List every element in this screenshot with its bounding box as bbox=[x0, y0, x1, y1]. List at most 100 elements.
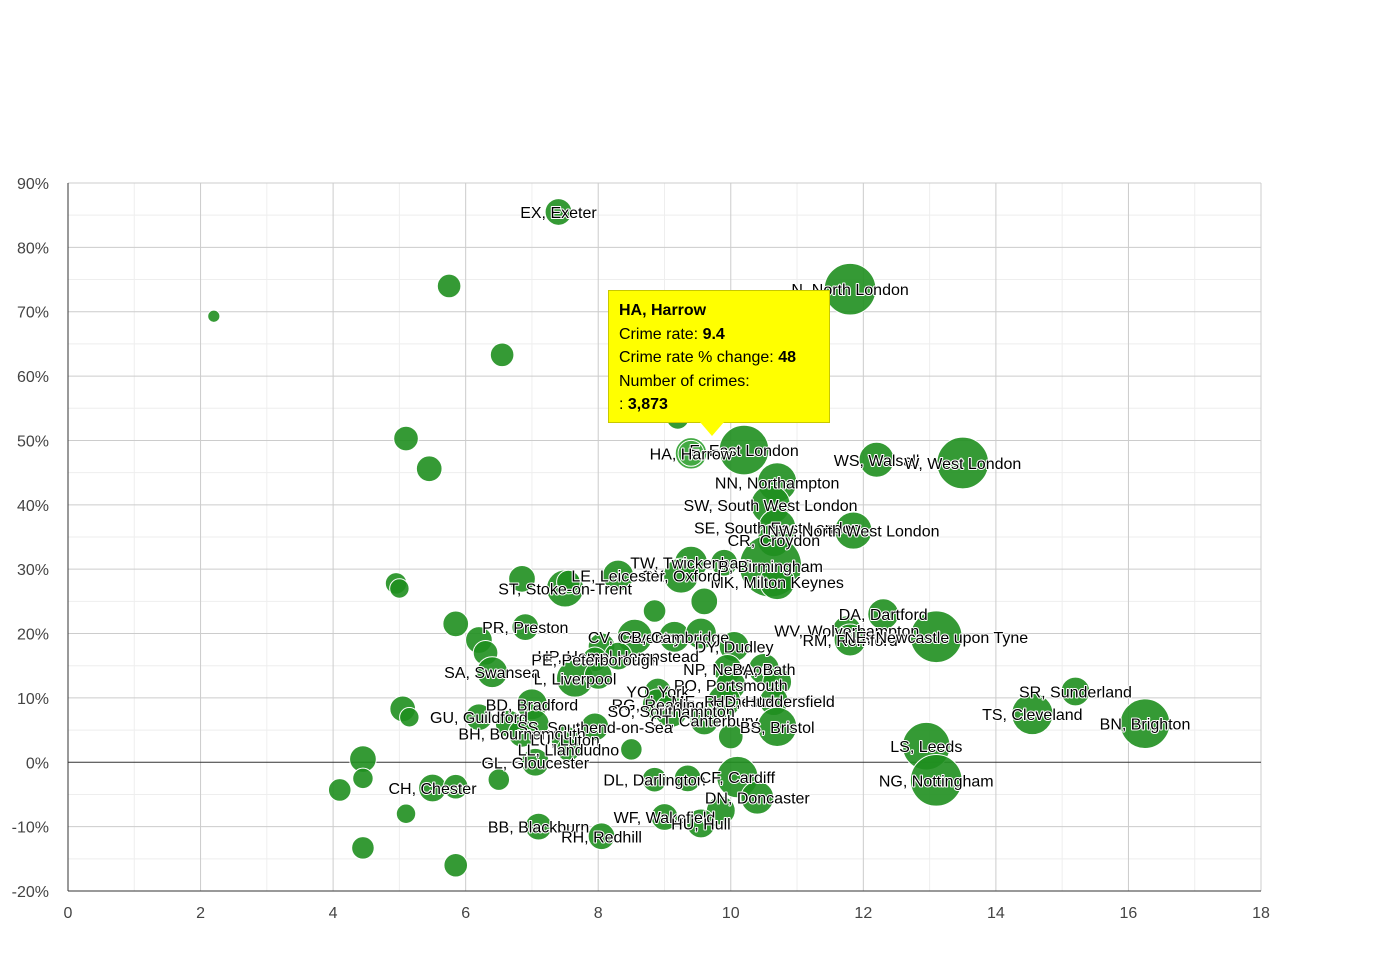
bubble[interactable] bbox=[663, 557, 700, 594]
bubble-label: NG, Nottingham bbox=[879, 773, 994, 790]
bubble[interactable] bbox=[602, 559, 635, 592]
bubble[interactable] bbox=[587, 822, 616, 851]
bubble[interactable] bbox=[823, 262, 877, 316]
bubble[interactable] bbox=[759, 564, 796, 601]
bubble-label: BN, Brighton bbox=[1100, 717, 1191, 734]
tooltip-rate-label: Crime rate: bbox=[619, 325, 703, 343]
bubble[interactable] bbox=[718, 424, 770, 476]
bubble[interactable] bbox=[443, 852, 469, 878]
bubble[interactable] bbox=[642, 599, 667, 623]
bubble[interactable] bbox=[641, 766, 668, 793]
bubble[interactable] bbox=[524, 812, 553, 841]
bubble[interactable] bbox=[465, 703, 493, 732]
tooltip-title: HA, Harrow bbox=[619, 302, 707, 319]
bubble[interactable] bbox=[685, 617, 717, 650]
bubble[interactable] bbox=[1060, 676, 1091, 707]
bubble[interactable] bbox=[544, 198, 573, 226]
bubble[interactable] bbox=[936, 436, 990, 490]
bubble[interactable] bbox=[207, 309, 221, 323]
tooltip-count-label: Number of crimes: bbox=[619, 372, 750, 390]
bubble[interactable] bbox=[442, 773, 469, 800]
bubble[interactable] bbox=[395, 803, 417, 824]
bubble-label: WS, Walsall bbox=[834, 453, 920, 470]
bubble[interactable] bbox=[476, 656, 509, 689]
bubble[interactable] bbox=[909, 610, 963, 664]
x-axis-ticks: 0 2 4 6 8 10 12 14 16 18 bbox=[64, 905, 1270, 922]
bubble[interactable] bbox=[710, 548, 739, 577]
bubble[interactable] bbox=[834, 511, 873, 550]
bubble[interactable] bbox=[689, 705, 720, 736]
y-tick-label: 90% bbox=[17, 176, 49, 193]
bubble[interactable] bbox=[327, 778, 352, 802]
bubble[interactable] bbox=[556, 737, 581, 762]
tooltip-change-label: Crime rate % change: bbox=[619, 349, 779, 366]
y-tick-label: 50% bbox=[17, 433, 49, 450]
bubble-label: BS, Bristol bbox=[740, 720, 815, 737]
bubble[interactable] bbox=[1011, 692, 1054, 736]
bubble[interactable] bbox=[654, 693, 689, 728]
bubble[interactable] bbox=[833, 623, 867, 657]
bubble[interactable] bbox=[583, 661, 613, 690]
bubble-label: LU, Luton bbox=[530, 733, 599, 750]
y-tick-label: 30% bbox=[17, 562, 49, 579]
bubble[interactable] bbox=[740, 780, 775, 815]
bubble[interactable] bbox=[620, 738, 643, 761]
tooltip-rate-value: 9.4 bbox=[702, 325, 725, 343]
bubble[interactable] bbox=[393, 425, 419, 452]
bubble[interactable] bbox=[650, 803, 679, 831]
bubble-label: CB, Cambridge bbox=[620, 630, 729, 647]
bubble[interactable] bbox=[351, 836, 375, 860]
bubble[interactable] bbox=[858, 441, 895, 478]
bubble-label: CR, Croydon bbox=[728, 533, 820, 550]
bubble[interactable] bbox=[757, 706, 798, 747]
y-tick-label: 60% bbox=[17, 369, 49, 386]
x-tick-label: 8 bbox=[594, 905, 603, 922]
bubble[interactable] bbox=[442, 610, 470, 638]
bubble[interactable] bbox=[436, 273, 462, 299]
bubble[interactable] bbox=[673, 764, 702, 793]
bubble[interactable] bbox=[580, 712, 610, 742]
bubble[interactable] bbox=[717, 723, 744, 750]
x-tick-label: 6 bbox=[461, 905, 470, 922]
bubble-label: SO, Southampton bbox=[608, 704, 735, 721]
bubble[interactable] bbox=[690, 587, 719, 616]
y-tick-label: 80% bbox=[17, 240, 49, 257]
bubble-label: DL, Darlington bbox=[603, 773, 705, 790]
bubble-label: NN, Northampton bbox=[715, 475, 840, 492]
bubble[interactable] bbox=[489, 342, 515, 368]
bubble[interactable] bbox=[399, 706, 420, 728]
bubble[interactable] bbox=[674, 436, 708, 471]
bubble[interactable] bbox=[415, 455, 443, 483]
bubble[interactable] bbox=[867, 598, 900, 631]
bubble-label: DY, Dudley bbox=[695, 639, 774, 656]
bubble-label: TS, Cleveland bbox=[982, 707, 1083, 724]
axes bbox=[67, 183, 1261, 892]
bubble-label: L, Liverpool bbox=[534, 672, 617, 689]
bubble-label: HU, Hull bbox=[671, 816, 731, 833]
bubble[interactable] bbox=[556, 569, 581, 595]
bubble-label: SE, South East London bbox=[694, 520, 860, 537]
bubble-label: SA, Swansea bbox=[444, 665, 540, 682]
bubble-label: TW, Twickenham bbox=[630, 556, 752, 573]
bubble-label: GU, Guildford bbox=[430, 710, 528, 727]
bubble[interactable] bbox=[909, 753, 963, 807]
x-tick-label: 12 bbox=[854, 905, 872, 922]
bubble[interactable] bbox=[508, 564, 536, 593]
bubble-label: WF, Wakefield bbox=[614, 810, 716, 827]
bubble[interactable] bbox=[520, 747, 550, 777]
x-tick-label: 18 bbox=[1252, 905, 1270, 922]
y-tick-label: 70% bbox=[17, 305, 49, 322]
bubble[interactable] bbox=[511, 613, 540, 641]
y-tick-label: -20% bbox=[12, 884, 49, 901]
x-tick-label: 10 bbox=[722, 905, 740, 922]
bubble[interactable] bbox=[507, 718, 537, 748]
bubble[interactable] bbox=[686, 808, 716, 839]
bubble-label: LS, Leeds bbox=[890, 739, 962, 756]
bubble[interactable] bbox=[389, 578, 410, 599]
bubble[interactable] bbox=[487, 768, 511, 791]
y-axis-ticks: 90% 80% 70% 60% 50% 40% 30% 20% 10% 0% -10% -20% bbox=[12, 176, 49, 901]
bubble[interactable] bbox=[707, 684, 742, 719]
bubble[interactable] bbox=[352, 767, 374, 790]
bubble[interactable] bbox=[1119, 698, 1171, 749]
